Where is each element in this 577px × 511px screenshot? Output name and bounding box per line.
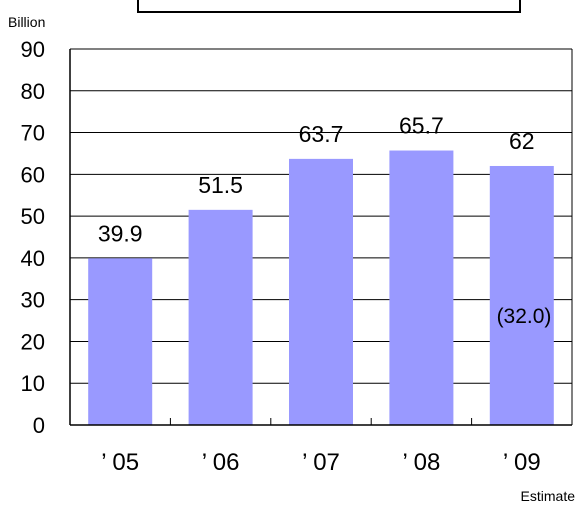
y-tick-label: 80	[21, 79, 45, 104]
y-tick-label: 20	[21, 329, 45, 354]
y-tick-label: 30	[21, 288, 45, 313]
chart-title-box	[137, 0, 521, 13]
y-axis-tick-labels: 0 10 20 30 40 50 60 70 80 90	[21, 37, 45, 438]
x-axis-tick-labels: ’ 05 ’ 06 ’ 07 ’ 08 ’ 09	[101, 449, 540, 476]
y-tick-label: 60	[21, 162, 45, 187]
x-tick-label: ’ 08	[402, 449, 440, 476]
bar	[88, 258, 153, 425]
data-labels: 39.9 51.5 63.7 65.7 62	[98, 113, 535, 247]
y-tick-label: 70	[21, 121, 45, 146]
bar	[489, 165, 554, 425]
data-label: 63.7	[299, 121, 344, 147]
axes	[69, 49, 573, 426]
estimate-annotation: (32.0)	[497, 305, 552, 328]
y-tick-label: 0	[33, 413, 45, 438]
x-tick-label: ’ 06	[202, 449, 240, 476]
y-axis-unit-label: Billion	[8, 14, 45, 30]
data-label: 62	[509, 128, 535, 154]
data-label: 65.7	[399, 113, 444, 139]
bar	[389, 150, 454, 425]
y-tick-label: 10	[21, 371, 45, 396]
x-tick-label: ’ 05	[101, 449, 139, 476]
bar	[289, 158, 353, 425]
bar	[188, 209, 253, 425]
x-tick-label: ’ 09	[503, 449, 541, 476]
y-tick-label: 90	[21, 37, 45, 62]
bars	[88, 150, 554, 425]
y-tick-label: 40	[21, 246, 45, 271]
data-label: 39.9	[98, 220, 143, 246]
y-tick-label: 50	[21, 204, 45, 229]
data-label: 51.5	[198, 172, 243, 198]
x-tick-label: ’ 07	[302, 449, 340, 476]
estimate-footnote: Estimate	[521, 488, 576, 504]
